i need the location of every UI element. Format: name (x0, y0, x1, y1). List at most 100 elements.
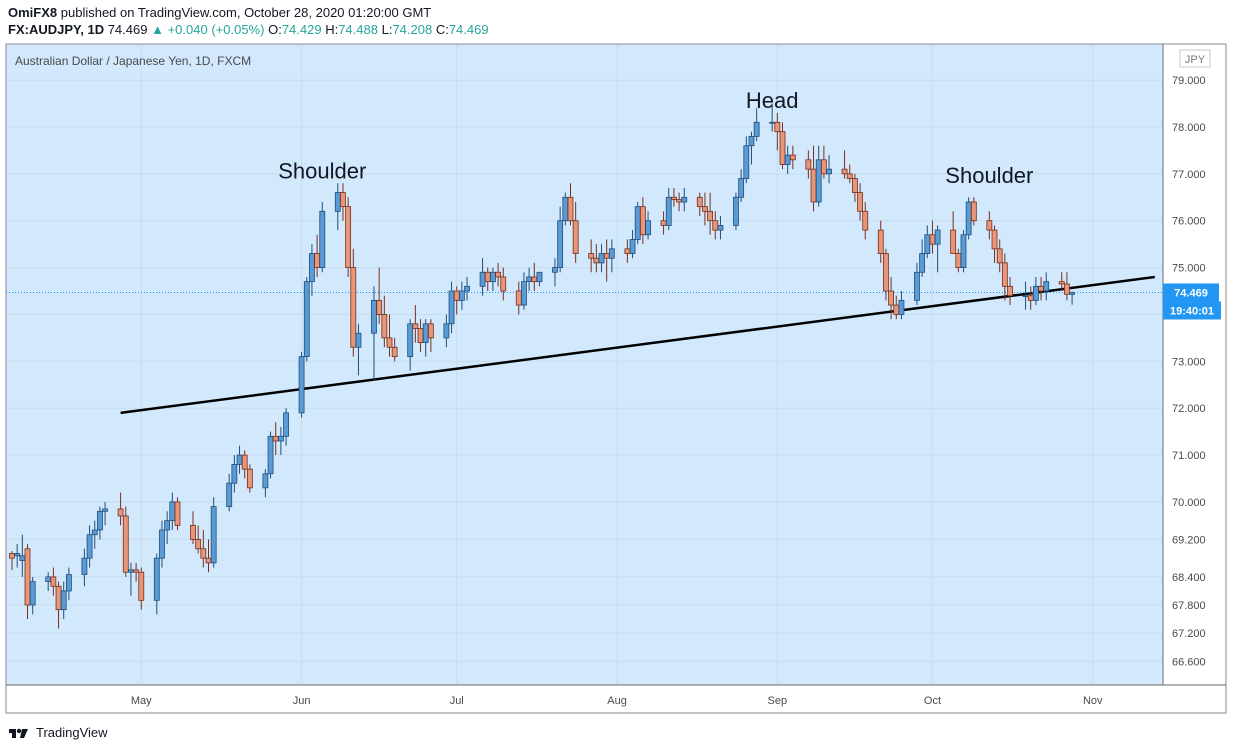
candle (743, 136, 750, 184)
y-tick-label: 75.000 (1172, 263, 1206, 275)
candle-body (319, 210, 326, 268)
candle (1032, 276, 1039, 306)
candle-body (484, 271, 491, 283)
close-label: C: (435, 22, 449, 37)
plot-background (6, 44, 1163, 685)
published-text: published on TradingView.com, October 28… (60, 5, 432, 20)
candle (303, 276, 310, 362)
candle (702, 192, 708, 226)
candle (283, 408, 289, 446)
candle (846, 164, 853, 184)
candle (495, 262, 501, 287)
candle-body (639, 206, 646, 236)
footer-brand[interactable]: TradingView (36, 724, 108, 740)
candle-body (174, 501, 181, 526)
footer: TradingView (8, 722, 108, 742)
candle (24, 544, 31, 620)
candle (857, 183, 863, 221)
candle-body (862, 210, 869, 231)
chart-title: Australian Dollar / Japanese Yen, 1D, FX… (15, 54, 251, 68)
candle-body (350, 267, 357, 348)
candle-body (117, 508, 124, 517)
last-price-badge (1163, 283, 1219, 302)
candle (376, 267, 383, 324)
currency-badge (1179, 49, 1211, 68)
candle-body (190, 524, 196, 540)
candle (50, 567, 57, 596)
tradingview-logo-icon (9, 728, 28, 738)
low-label: L: (381, 22, 393, 37)
symbol-line: FX:AUDJPY, 1D 74.469 ▲ +0.040 (+0.05%) O… (8, 22, 489, 37)
candle-body (805, 159, 812, 170)
candle (195, 525, 202, 554)
low-value: 74.208 (392, 22, 433, 37)
candle-body (753, 121, 760, 137)
open-label: O: (268, 22, 282, 37)
candle-body (19, 555, 26, 561)
candle (934, 225, 941, 273)
candle-body (521, 281, 527, 306)
change-arrow: ▲ (151, 22, 164, 37)
candle-body (272, 435, 279, 442)
candle-body (671, 196, 677, 201)
candle-body (769, 121, 776, 124)
candle-body (55, 585, 62, 611)
candle-body (950, 229, 957, 254)
candle-body (779, 131, 786, 165)
candle (391, 337, 398, 362)
candle (748, 131, 755, 165)
candle (231, 455, 238, 493)
candle-body (707, 210, 714, 222)
candle-body (774, 121, 781, 133)
candle (190, 511, 196, 545)
candle-body (1032, 285, 1039, 301)
candle (888, 276, 894, 320)
candle (448, 281, 455, 334)
candle-body (91, 529, 98, 536)
change-value: +0.040 (+0.05%) (167, 22, 265, 37)
candle (174, 497, 181, 531)
candle-body (934, 229, 941, 245)
candle-body (1069, 292, 1075, 295)
y-tick-label: 66.600 (1172, 656, 1206, 668)
pattern-annotation: Shoulder (278, 159, 366, 184)
candle (60, 581, 67, 620)
candle (153, 553, 160, 615)
price-labels: 74.469 19:40:01 (1163, 283, 1221, 320)
candle (898, 291, 905, 320)
candle (914, 262, 920, 306)
candle-body (122, 515, 129, 573)
candle-body (955, 253, 962, 268)
candle (608, 239, 615, 273)
symbol-name: FX:AUDJPY, 1D (8, 22, 105, 37)
last-price-label: 74.469 (1174, 287, 1208, 299)
candle-body (877, 229, 884, 254)
candle-body (1064, 283, 1070, 295)
candle-body (841, 168, 848, 175)
candle-body (1027, 295, 1034, 301)
candle-body (748, 135, 755, 147)
candle-body (991, 229, 998, 250)
candle-body (464, 285, 470, 292)
neckline-trendline (120, 275, 1155, 415)
candle-body (712, 220, 719, 231)
candle (65, 567, 72, 601)
candle-body (458, 290, 465, 301)
candle-body (826, 168, 832, 175)
y-tick-label: 79.000 (1172, 75, 1206, 87)
candle (820, 145, 827, 179)
author-name[interactable]: OmiFX8 (8, 5, 58, 20)
y-tick-label: 76.000 (1172, 216, 1206, 228)
candle-body (986, 220, 993, 231)
candle-body (603, 253, 610, 259)
candle (458, 281, 465, 310)
pattern-annotation: Shoulder (945, 163, 1033, 188)
candle-body (65, 574, 72, 592)
candle-body (557, 220, 564, 268)
candle (557, 206, 564, 273)
candle-body (852, 178, 858, 193)
candle-body (914, 271, 920, 301)
candle-body (696, 196, 703, 208)
candle-body (743, 145, 750, 179)
